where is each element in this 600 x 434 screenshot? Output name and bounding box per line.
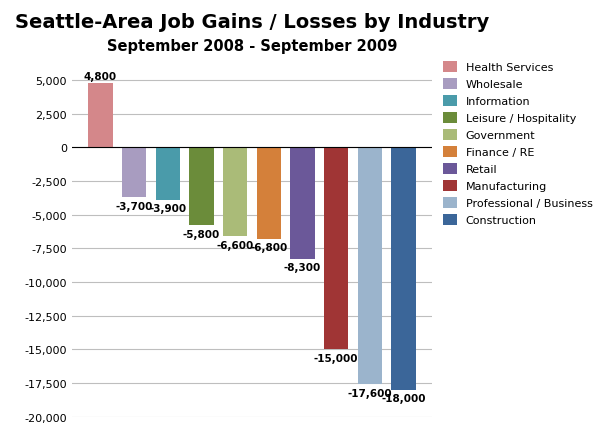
Bar: [257, 148, 281, 240]
Text: 4,800: 4,800: [84, 72, 117, 82]
Bar: [190, 148, 214, 226]
Bar: [156, 148, 180, 201]
Bar: [324, 148, 348, 349]
Bar: [223, 148, 247, 237]
Bar: [290, 148, 314, 260]
Text: -3,900: -3,900: [149, 204, 187, 214]
Text: -6,800: -6,800: [250, 243, 287, 253]
Text: -8,300: -8,300: [284, 263, 321, 273]
Legend: Health Services, Wholesale, Information, Leisure / Hospitality, Government, Fina: Health Services, Wholesale, Information,…: [441, 59, 595, 228]
Text: -5,800: -5,800: [183, 229, 220, 239]
Text: -6,600: -6,600: [217, 240, 254, 250]
Bar: [391, 148, 416, 390]
Text: -17,600: -17,600: [347, 388, 392, 398]
Bar: [358, 148, 382, 385]
Text: -18,000: -18,000: [381, 393, 426, 403]
Text: -3,700: -3,700: [115, 201, 153, 211]
Bar: [88, 84, 113, 148]
Text: September 2008 - September 2009: September 2008 - September 2009: [107, 39, 397, 54]
Text: Seattle-Area Job Gains / Losses by Industry: Seattle-Area Job Gains / Losses by Indus…: [15, 13, 489, 32]
Text: -15,000: -15,000: [314, 353, 358, 363]
Bar: [122, 148, 146, 198]
